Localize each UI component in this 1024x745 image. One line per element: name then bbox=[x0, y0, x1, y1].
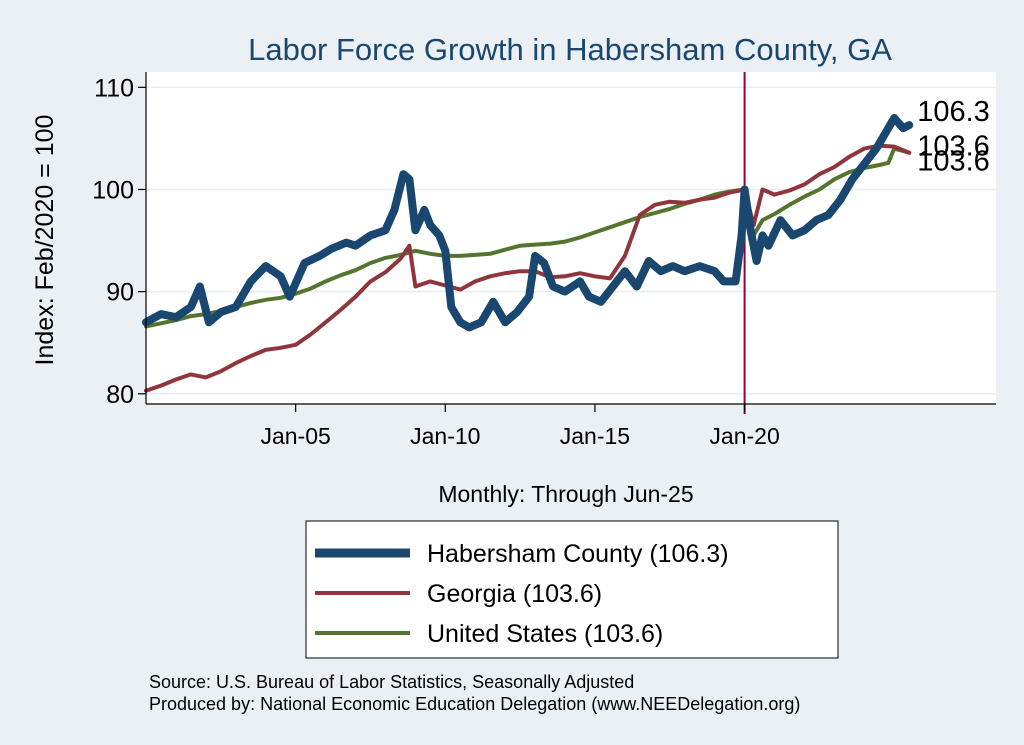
y-tick-label: 110 bbox=[94, 74, 134, 102]
legend: Habersham County (106.3) Georgia (103.6) U… bbox=[305, 520, 839, 659]
legend-label: Habersham County (106.3) bbox=[427, 540, 729, 568]
y-tick-label: 80 bbox=[106, 381, 134, 409]
end-label-2: 103.6 bbox=[917, 146, 990, 178]
legend-label: Georgia (103.6) bbox=[427, 580, 602, 608]
x-tick-label: Jan-10 bbox=[410, 423, 480, 449]
series-lines bbox=[142, 114, 914, 393]
x-tick-label: Jan-15 bbox=[560, 423, 630, 449]
x-tick-label: Jan-20 bbox=[709, 423, 779, 449]
end-label-0: 106.3 bbox=[917, 96, 990, 128]
x-ticks: Jan-05 Jan-10 Jan-15 Jan-20 bbox=[260, 404, 780, 449]
y-tick-label: 100 bbox=[92, 176, 134, 204]
x-tick-label: Jan-05 bbox=[260, 423, 330, 449]
y-ticks: 80 90 100 110 bbox=[92, 74, 146, 409]
y-tick-label: 90 bbox=[106, 279, 134, 307]
legend-box bbox=[305, 520, 839, 659]
series-line-1 bbox=[144, 143, 912, 393]
chart-title: Labor Force Growth in Habersham County, … bbox=[248, 32, 892, 67]
y-axis-label: Index: Feb/2020 = 100 bbox=[31, 115, 59, 366]
legend-label: United States (103.6) bbox=[427, 620, 663, 648]
series-line-0 bbox=[142, 114, 914, 332]
series-line-2 bbox=[144, 146, 912, 329]
end-label-1: 103.6 bbox=[917, 131, 990, 163]
source-note: Source: U.S. Bureau of Labor Statistics,… bbox=[149, 672, 634, 692]
axes bbox=[145, 72, 996, 405]
x-axis-label: Monthly: Through Jun-25 bbox=[438, 481, 693, 507]
produced-by-note: Produced by: National Economic Education… bbox=[149, 694, 800, 714]
